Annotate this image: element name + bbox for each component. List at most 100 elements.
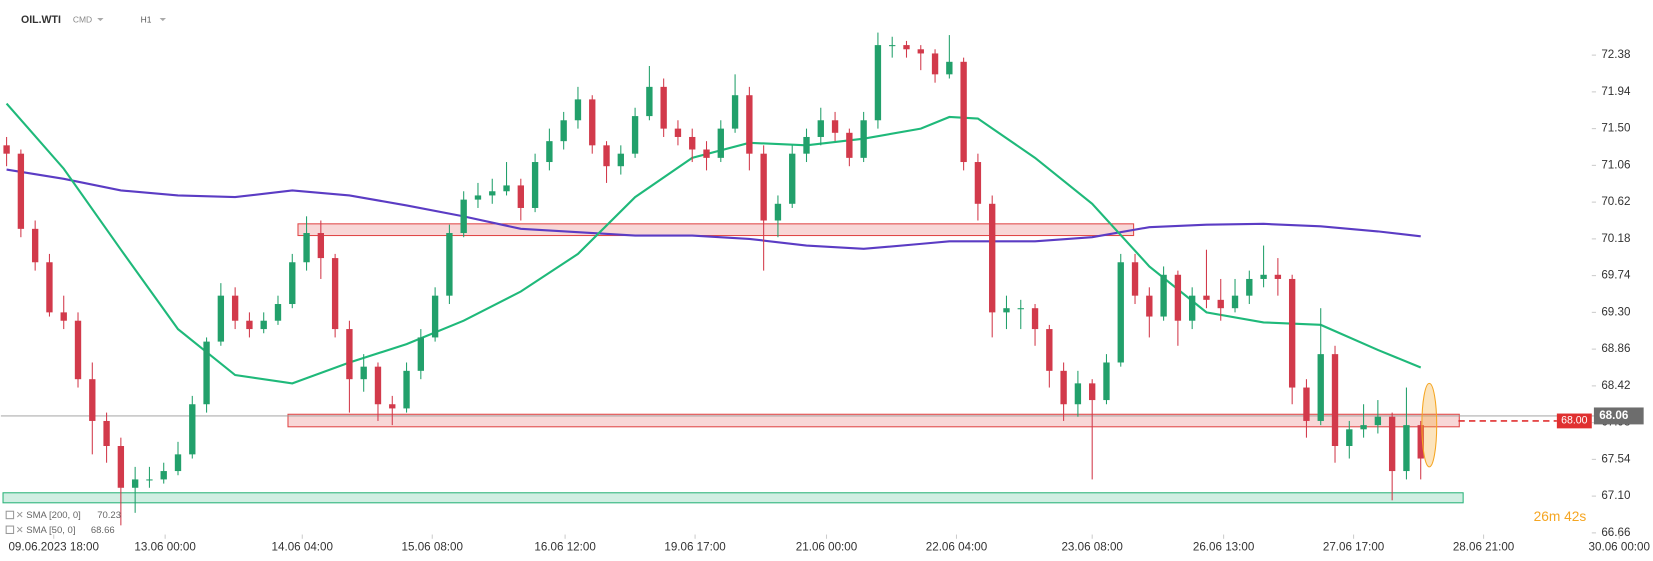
y-tick-label: 70.62 bbox=[1601, 195, 1630, 208]
candle-body bbox=[417, 337, 425, 371]
candle-body bbox=[103, 420, 110, 447]
legend-close[interactable]: ✕ bbox=[16, 510, 24, 521]
candle-body bbox=[3, 145, 10, 154]
candle-body bbox=[931, 53, 939, 75]
y-tick-label: 69.30 bbox=[1601, 305, 1631, 318]
y-tick-label: 68.42 bbox=[1601, 379, 1630, 392]
candle-body bbox=[60, 312, 67, 321]
candle-body bbox=[746, 95, 753, 154]
candle-body bbox=[703, 149, 710, 158]
zone bbox=[297, 223, 1135, 237]
candle-body bbox=[1303, 387, 1310, 421]
y-tick-label: 67.10 bbox=[1601, 489, 1631, 502]
candle-body bbox=[146, 479, 153, 481]
candle-body bbox=[160, 471, 167, 480]
y-tick-label: 71.50 bbox=[1601, 122, 1631, 135]
legend-close[interactable]: ✕ bbox=[16, 525, 24, 536]
candle-body bbox=[431, 295, 439, 338]
candle-body bbox=[789, 153, 796, 204]
candle-body bbox=[1146, 295, 1153, 317]
x-tick-label: 28.06 21:00 bbox=[1453, 540, 1515, 553]
candle-body bbox=[1360, 425, 1367, 430]
candle-body bbox=[646, 86, 653, 117]
candle-body bbox=[1188, 295, 1196, 321]
candle-body bbox=[460, 199, 467, 234]
candle-body bbox=[574, 99, 582, 121]
legend-value: 68.66 bbox=[91, 525, 115, 536]
candle-body bbox=[231, 295, 239, 321]
candle-body bbox=[389, 404, 396, 409]
interval[interactable]: H1 bbox=[141, 14, 152, 24]
candle-body bbox=[731, 95, 739, 129]
candle-body bbox=[1388, 416, 1396, 472]
highlight-ellipse bbox=[1421, 382, 1438, 468]
candle-body bbox=[117, 446, 125, 488]
candle-body bbox=[46, 262, 53, 313]
zone bbox=[2, 492, 1464, 504]
candle-body bbox=[1317, 354, 1324, 421]
symbol-caret[interactable] bbox=[97, 17, 104, 22]
candle-body bbox=[617, 153, 624, 167]
candle-body bbox=[674, 128, 682, 137]
candle-body bbox=[603, 145, 610, 167]
candle-body bbox=[889, 45, 896, 47]
candle-body bbox=[17, 153, 25, 229]
candle-body bbox=[589, 99, 596, 146]
candle-body bbox=[860, 120, 867, 158]
candle-body bbox=[560, 120, 567, 142]
candle-body bbox=[874, 45, 882, 121]
x-tick-label: 14.06 04:00 bbox=[272, 540, 334, 553]
candle-body bbox=[1331, 354, 1339, 447]
legend-icon bbox=[5, 525, 15, 535]
candle-body bbox=[760, 153, 767, 221]
legend-name: SMA [200, 0] bbox=[26, 510, 80, 521]
alert-tag bbox=[1556, 413, 1592, 429]
candle-body bbox=[203, 341, 210, 405]
candle-body bbox=[131, 479, 139, 488]
candle-body bbox=[1346, 429, 1353, 447]
candle-body bbox=[1246, 278, 1253, 296]
x-tick-label: 15.06 08:00 bbox=[402, 540, 464, 553]
candle-body bbox=[960, 61, 967, 163]
candle-body bbox=[174, 454, 182, 472]
x-tick-label: 30.06 00:00 bbox=[1589, 540, 1651, 553]
candle-body bbox=[803, 136, 810, 154]
candle-body bbox=[360, 366, 367, 380]
candle-body bbox=[1003, 308, 1010, 313]
legend-name: SMA [50, 0] bbox=[26, 525, 75, 536]
y-tick-label: 70.18 bbox=[1601, 232, 1630, 245]
candle-body bbox=[974, 162, 982, 204]
candle-body bbox=[317, 233, 325, 259]
x-tick-label: 26.06 13:00 bbox=[1193, 540, 1255, 553]
candle-body bbox=[1060, 370, 1067, 405]
candle-body bbox=[1103, 362, 1110, 401]
x-tick-label: 16.06 12:00 bbox=[534, 540, 596, 553]
legend-icon bbox=[5, 510, 15, 520]
alert-label: 68.00 bbox=[1561, 415, 1588, 427]
candle-body bbox=[1131, 262, 1139, 296]
legend-value: 70.23 bbox=[97, 510, 121, 521]
candle-body bbox=[446, 233, 453, 296]
candle-body bbox=[1260, 274, 1267, 279]
candle-body bbox=[689, 136, 696, 150]
y-tick-label: 67.54 bbox=[1601, 452, 1631, 465]
candle-body bbox=[403, 370, 410, 409]
candle-body bbox=[74, 320, 82, 380]
candle-body bbox=[274, 304, 282, 321]
interval-caret[interactable] bbox=[159, 17, 167, 22]
symbol[interactable]: OIL.WTI bbox=[21, 14, 61, 26]
candle-body bbox=[989, 203, 996, 313]
candle-body bbox=[89, 379, 96, 421]
candle-body bbox=[1274, 274, 1282, 279]
x-tick-label: 27.06 17:00 bbox=[1323, 540, 1385, 553]
candle-body bbox=[474, 195, 482, 200]
candle-body bbox=[1217, 299, 1224, 309]
candle-body bbox=[517, 185, 524, 208]
x-tick-label: 09.06.2023 18:00 bbox=[8, 540, 99, 553]
candle-body bbox=[1231, 295, 1239, 309]
candle-body bbox=[1288, 278, 1296, 388]
candle-body bbox=[1074, 383, 1082, 405]
candle-body bbox=[917, 49, 924, 54]
candle-body bbox=[1031, 308, 1039, 330]
candle-body bbox=[846, 132, 853, 158]
